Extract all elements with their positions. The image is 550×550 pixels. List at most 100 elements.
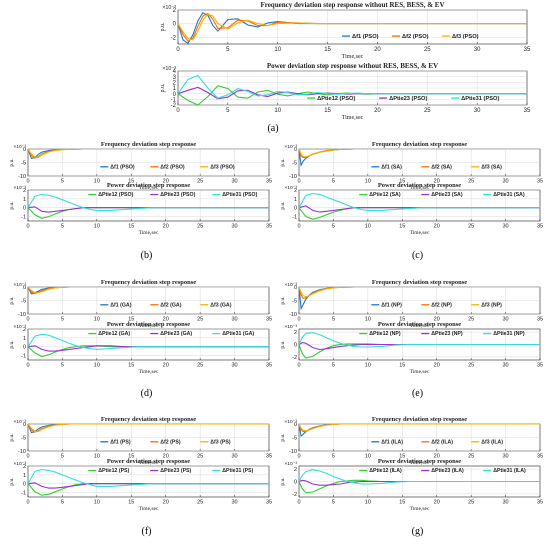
series-line: [299, 287, 540, 298]
legend-label: ΔPtie31 (NP): [493, 331, 525, 337]
y-exponent: ×10⁻³: [284, 282, 297, 288]
legend-label: ΔPtie23 (PS): [160, 468, 191, 474]
x-tick-label: 35: [537, 179, 543, 185]
legend-label: ΔPtie23 (GA): [160, 331, 192, 337]
y-tick-label: 0: [294, 479, 297, 485]
x-axis-label: Time,sec: [139, 506, 159, 512]
x-tick-label: 10: [365, 224, 371, 230]
x-tick-label: 15: [128, 179, 134, 185]
plot-area: [298, 189, 541, 222]
x-tick-label: 15: [399, 224, 405, 230]
subplot-title: Power deviation step response without RE…: [267, 62, 438, 70]
y-tick-label: -1: [21, 214, 26, 220]
legend-label: Δf3 (GA): [210, 302, 231, 308]
x-tick-label: 15: [324, 47, 331, 53]
y-tick-label: 3: [173, 75, 177, 81]
x-tick-label: 30: [503, 363, 509, 369]
y-axis-label: p.u.: [280, 158, 286, 167]
y-tick-label: 0: [23, 285, 26, 291]
x-tick-label: 35: [266, 500, 272, 506]
x-tick-label: 30: [232, 454, 238, 460]
legend-label: Δf1 (NP): [381, 302, 402, 308]
x-tick-label: 30: [474, 108, 481, 114]
x-tick-label: 25: [197, 500, 203, 506]
series-line: [178, 74, 527, 99]
y-tick-label: 0: [23, 345, 26, 351]
legend-label: Δf1 (GA): [110, 302, 131, 308]
legend-label: ΔPtie23 (ILA): [431, 468, 464, 474]
x-axis-label: Time,sec: [410, 230, 430, 236]
y-tick-label: 1: [173, 86, 177, 92]
x-tick-label: 20: [374, 108, 381, 114]
y-tick-label: 2: [23, 188, 26, 194]
y-tick-label: -10: [289, 174, 297, 180]
x-tick-label: 25: [424, 47, 431, 53]
frequency-subplot: Frequency deviation step response 0 5 10 15 2…: [9, 416, 272, 466]
x-tick-label: 5: [332, 179, 335, 185]
x-tick-label: 35: [266, 224, 272, 230]
x-tick-label: 10: [94, 179, 100, 185]
y-axis-label: p.u.: [9, 477, 15, 486]
series-line: [28, 468, 269, 487]
y-axis-label: p.u.: [280, 433, 286, 442]
y-tick-label: -5: [21, 298, 26, 304]
x-tick-label: 5: [61, 317, 64, 323]
legend-label: ΔPtie12 (PSO): [98, 192, 133, 198]
x-tick-label: 20: [163, 454, 169, 460]
x-tick-label: 10: [94, 317, 100, 323]
x-tick-label: 0: [176, 108, 180, 114]
x-tick-label: 20: [163, 179, 169, 185]
x-tick-label: 0: [26, 179, 29, 185]
subplot-title: Power deviation step response: [107, 182, 190, 189]
x-tick-label: 10: [94, 454, 100, 460]
x-axis-label: Time,sec: [410, 369, 430, 375]
y-tick-label: 2: [23, 464, 26, 470]
x-tick-label: 35: [524, 47, 531, 53]
legend-label: Δf1 (ILA): [381, 439, 403, 445]
y-axis-label: p.u.: [280, 296, 286, 305]
series-line: [299, 149, 540, 158]
x-tick-label: 0: [26, 500, 29, 506]
subplot-title: Frequency deviation step response: [101, 141, 196, 148]
series-line: [299, 424, 540, 432]
x-tick-label: 10: [365, 454, 371, 460]
legend-label: ΔPtie23 (SA): [431, 192, 463, 198]
y-tick-label: -10: [289, 312, 297, 318]
y-axis-label: p.u.: [160, 83, 166, 93]
x-tick-label: 0: [26, 363, 29, 369]
y-exponent: ×10⁻³: [284, 419, 297, 425]
x-tick-label: 10: [365, 179, 371, 185]
x-tick-label: 5: [332, 363, 335, 369]
y-tick-label: 0: [294, 206, 297, 212]
x-tick-label: 0: [26, 224, 29, 230]
y-tick-label: 1: [23, 336, 26, 342]
y-tick-label: -5: [21, 160, 26, 166]
y-axis-label: p.u.: [9, 296, 15, 305]
subplot-title: Power deviation step response: [378, 458, 461, 465]
x-tick-label: 15: [128, 363, 134, 369]
y-tick-label: 2: [294, 467, 297, 473]
x-tick-label: 35: [266, 454, 272, 460]
x-tick-label: 15: [128, 317, 134, 323]
x-tick-label: 35: [524, 108, 531, 114]
x-tick-label: 15: [128, 224, 134, 230]
y-tick-label: 1: [294, 197, 297, 203]
x-tick-label: 0: [297, 500, 300, 506]
x-tick-label: 35: [537, 363, 543, 369]
subplot-title: Frequency deviation step response withou…: [260, 1, 444, 9]
y-tick-label: -10: [18, 312, 26, 318]
series-line: [28, 424, 269, 433]
x-tick-label: 15: [324, 108, 331, 114]
x-tick-label: 25: [197, 179, 203, 185]
x-tick-label: 35: [266, 317, 272, 323]
panel-caption: (e): [412, 388, 423, 399]
y-exponent: ×10⁻³: [284, 324, 297, 330]
y-tick-label: -2: [171, 35, 177, 41]
legend-label: Δf1 (SA): [381, 164, 402, 170]
subplot-title: Power deviation step response: [107, 321, 190, 328]
x-tick-label: 30: [503, 500, 509, 506]
legend-label: Δf3 (PSO): [210, 164, 235, 170]
series-line: [299, 469, 540, 485]
